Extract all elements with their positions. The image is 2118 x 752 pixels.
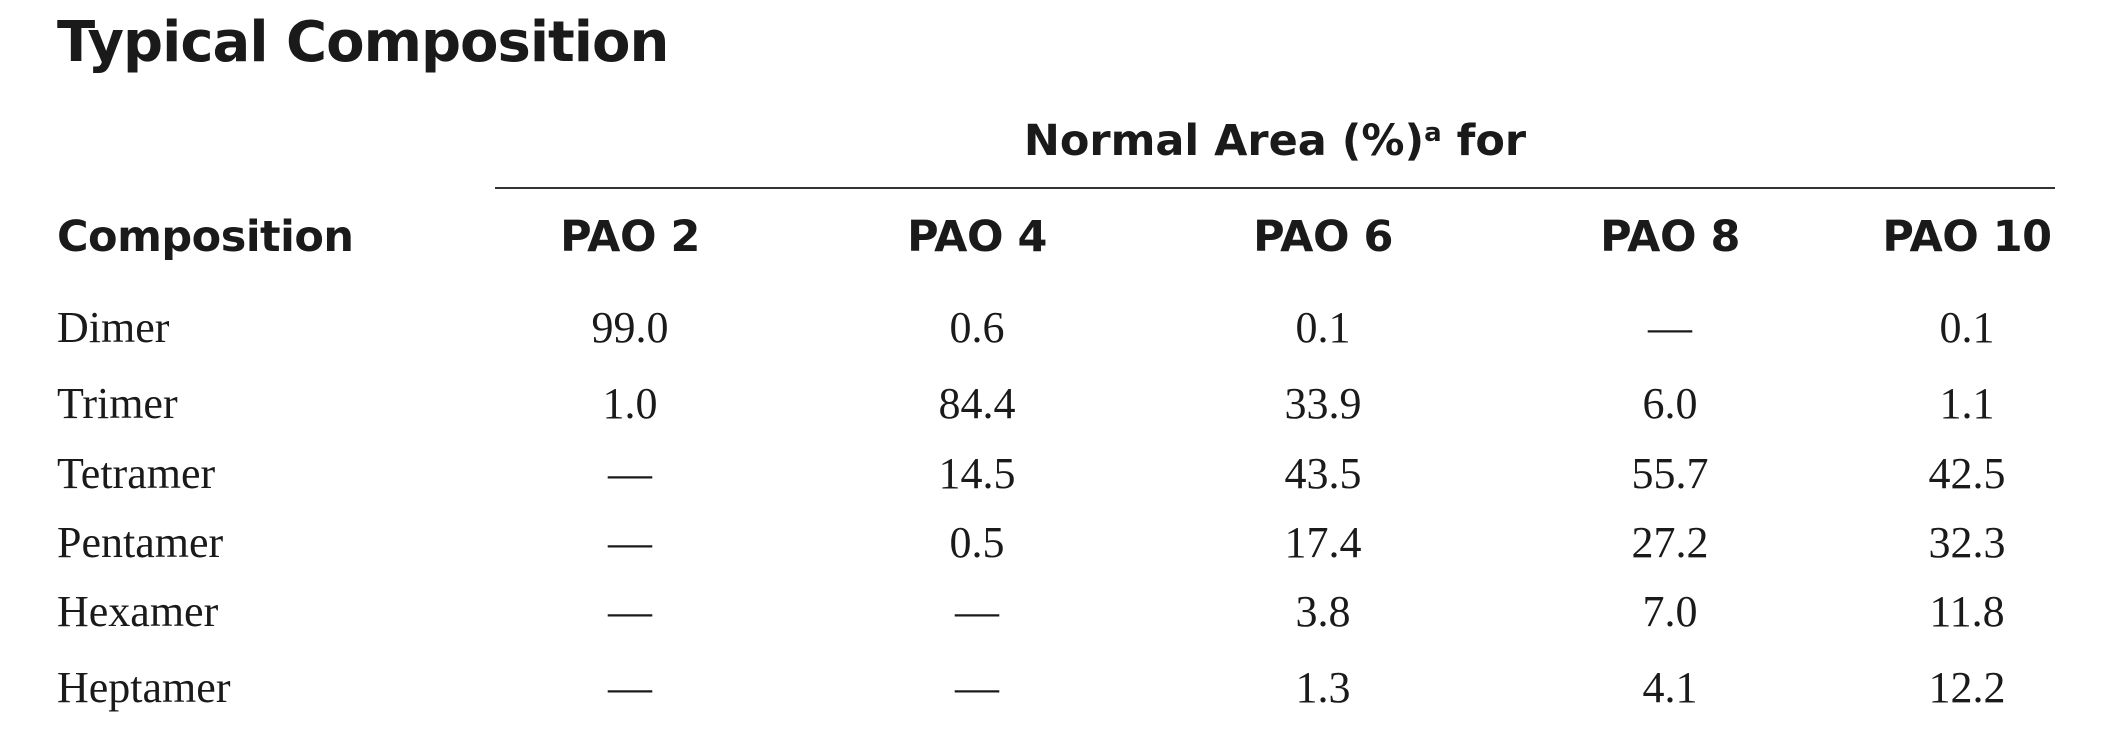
row-label: Dimer bbox=[57, 303, 170, 352]
group-header-rule bbox=[495, 187, 2055, 189]
table-cell: 27.2 bbox=[1631, 518, 1709, 567]
group-header-suffix: for bbox=[1441, 116, 1527, 166]
table-cell: — bbox=[608, 663, 652, 712]
table-cell: 14.5 bbox=[938, 449, 1016, 498]
table-cell: 6.0 bbox=[1642, 379, 1698, 428]
column-header-composition: Composition bbox=[57, 212, 354, 262]
table-cell: 33.9 bbox=[1284, 379, 1362, 428]
table-cell: 42.5 bbox=[1928, 449, 2006, 498]
row-label: Tetramer bbox=[57, 449, 216, 498]
table-cell: 32.3 bbox=[1928, 518, 2006, 567]
table-cell: 1.0 bbox=[602, 379, 658, 428]
table-cell: 1.1 bbox=[1939, 379, 1995, 428]
row-label: Hexamer bbox=[57, 587, 219, 636]
row-label: Heptamer bbox=[57, 663, 231, 712]
column-header-pao-10: PAO 10 bbox=[1882, 212, 2052, 262]
group-header-text: Normal Area (%) bbox=[1023, 116, 1425, 166]
column-header-pao-4: PAO 4 bbox=[907, 212, 1047, 262]
table-cell: 99.0 bbox=[591, 303, 669, 352]
table-cell: — bbox=[608, 449, 652, 498]
row-label: Trimer bbox=[57, 379, 178, 428]
table-cell: 4.1 bbox=[1642, 663, 1698, 712]
table-cell: 0.6 bbox=[949, 303, 1005, 352]
table-cell: — bbox=[608, 518, 652, 567]
table-cell: 17.4 bbox=[1284, 518, 1362, 567]
column-header-pao-2: PAO 2 bbox=[560, 212, 700, 262]
table-cell: 3.8 bbox=[1295, 587, 1351, 636]
table-cell: 84.4 bbox=[938, 379, 1016, 428]
table-cell: 11.8 bbox=[1929, 587, 2005, 636]
table-cell: — bbox=[955, 663, 999, 712]
table-cell: 0.5 bbox=[949, 518, 1005, 567]
table-title: Typical Composition bbox=[57, 10, 669, 75]
footnote-marker: a bbox=[1424, 118, 1442, 148]
table-cell: — bbox=[1648, 303, 1692, 352]
column-header-pao-6: PAO 6 bbox=[1253, 212, 1393, 262]
column-header-pao-8: PAO 8 bbox=[1600, 212, 1740, 262]
row-label: Pentamer bbox=[57, 518, 224, 567]
table-cell: — bbox=[955, 587, 999, 636]
table-cell: 43.5 bbox=[1284, 449, 1362, 498]
table-cell: 55.7 bbox=[1631, 449, 1709, 498]
table-cell: 1.3 bbox=[1295, 663, 1351, 712]
table-cell: 7.0 bbox=[1642, 587, 1698, 636]
table-cell: 0.1 bbox=[1939, 303, 1995, 352]
table-cell: 0.1 bbox=[1295, 303, 1351, 352]
group-header: Normal Area (%)a for bbox=[495, 116, 2055, 166]
table-cell: — bbox=[608, 587, 652, 636]
table-cell: 12.2 bbox=[1928, 663, 2006, 712]
